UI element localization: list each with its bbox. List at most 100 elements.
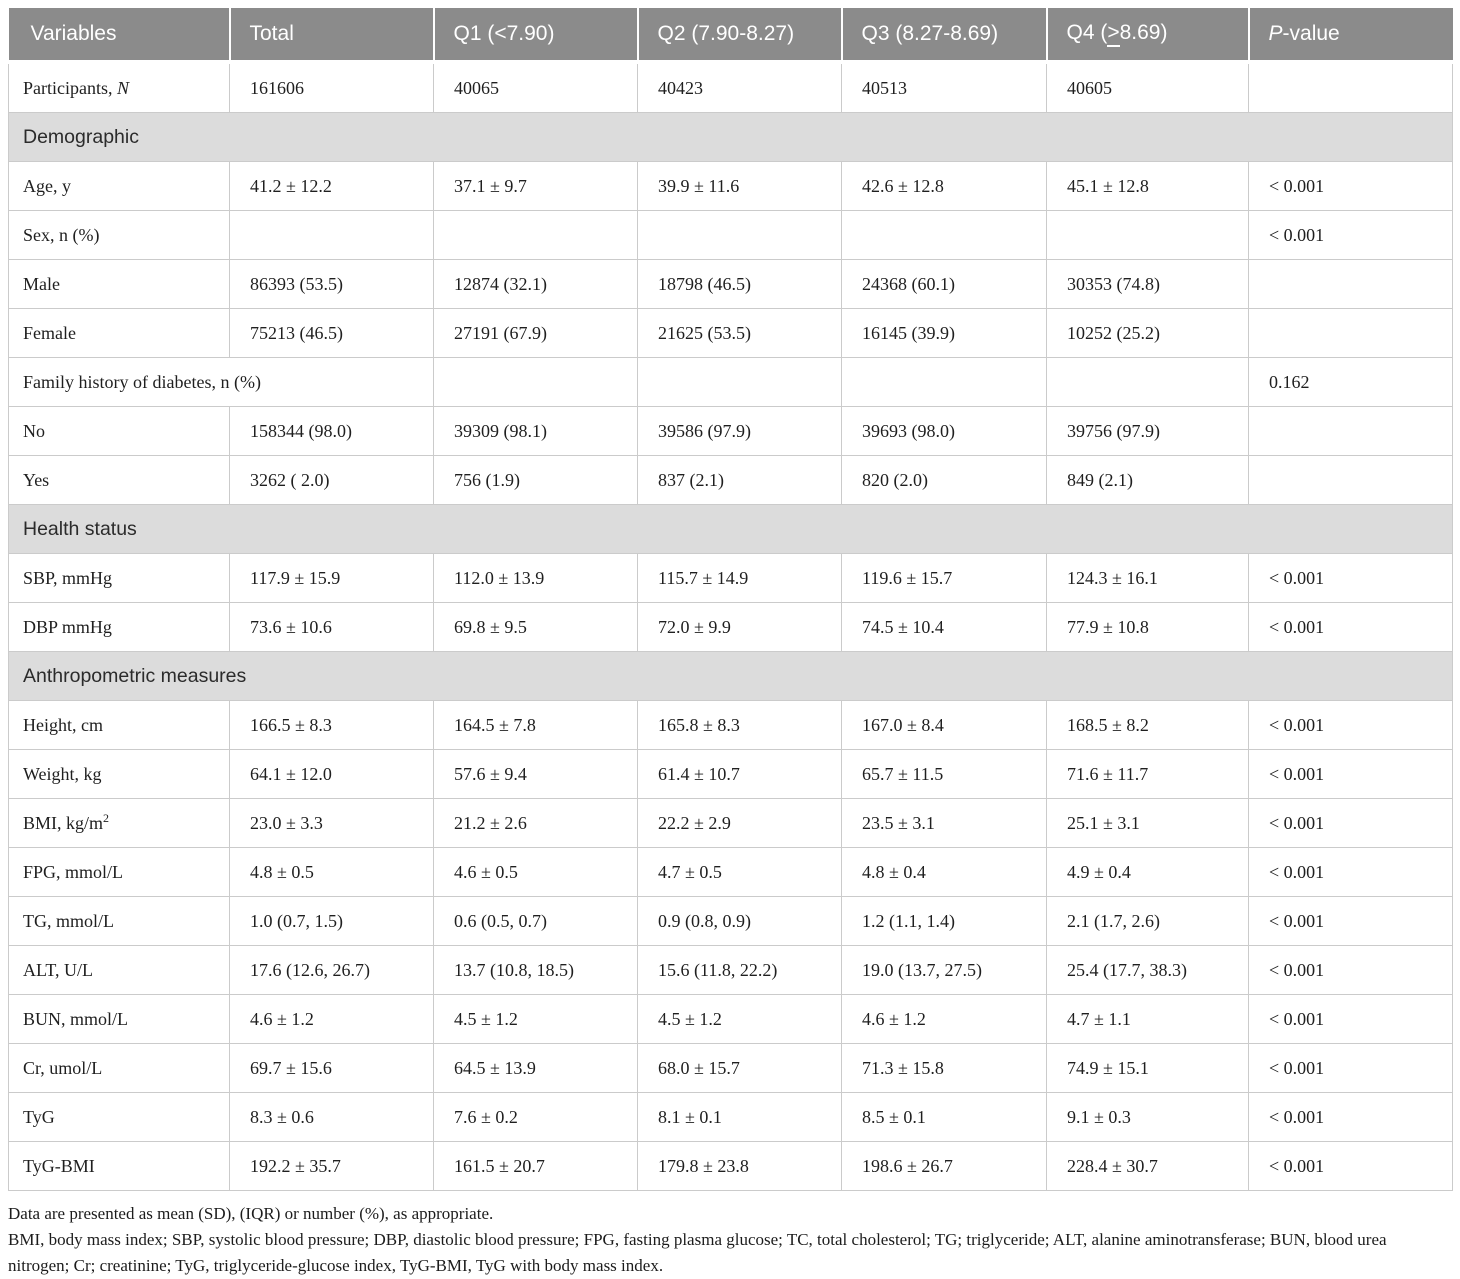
table-row: TyG 8.3 ± 0.6 7.6 ± 0.2 8.1 ± 0.1 8.5 ± 0.1 9… [8,1092,1453,1142]
value-cell: 74.9 ± 15.1 [1046,1043,1249,1093]
value-cell: 228.4 ± 30.7 [1046,1141,1249,1191]
value-cell: 8.1 ± 0.1 [637,1092,842,1142]
p-value-cell: < 0.001 [1248,1141,1453,1191]
column-header-q3-8-27-8-69: Q3 (8.27-8.69) [840,8,1047,64]
value-cell: 4.5 ± 1.2 [637,994,842,1044]
p-value-cell: < 0.001 [1248,210,1453,260]
value-cell: 71.6 ± 11.7 [1046,749,1249,799]
row-label: Yes [8,455,230,505]
value-cell: 161606 [229,61,434,113]
p-value-cell: < 0.001 [1248,945,1453,995]
value-cell: 4.6 ± 0.5 [433,847,638,897]
column-header-total: Total [228,8,434,64]
row-label: No [8,406,230,456]
column-header-p-value: P-value [1247,8,1453,64]
value-cell: 39.9 ± 11.6 [637,161,842,211]
value-cell: 30353 (74.8) [1046,259,1249,309]
table-row: Family history of diabetes, n (%) 0.162 [8,357,1453,407]
value-cell: 17.6 (12.6, 26.7) [229,945,434,995]
value-cell [1046,357,1249,407]
row-label: DBP mmHg [8,602,230,652]
section-label: Demographic [8,112,1453,162]
value-cell: 42.6 ± 12.8 [841,161,1047,211]
value-cell: 1.0 (0.7, 1.5) [229,896,434,946]
table-row: No 158344 (98.0) 39309 (98.1) 39586 (97.9) 3… [8,406,1453,456]
greater-equal-glyph: > [1107,22,1120,47]
section-row: Demographic [8,112,1453,162]
value-cell: 4.8 ± 0.4 [841,847,1047,897]
value-cell: 86393 (53.5) [229,259,434,309]
p-value-cell: < 0.001 [1248,700,1453,750]
table-row: SBP, mmHg 117.9 ± 15.9 112.0 ± 13.9 115.7 ±… [8,553,1453,603]
column-header-variables: Variables [8,8,230,64]
section-row: Anthropometric measures [8,651,1453,701]
value-cell: 4.9 ± 0.4 [1046,847,1249,897]
value-cell: 2.1 (1.7, 2.6) [1046,896,1249,946]
value-cell: 166.5 ± 8.3 [229,700,434,750]
row-label: FPG, mmol/L [8,847,230,897]
table-row: Cr, umol/L 69.7 ± 15.6 64.5 ± 13.9 68.0 ± 1… [8,1043,1453,1093]
value-cell: 117.9 ± 15.9 [229,553,434,603]
footnote-abbreviations: BMI, body mass index; SBP, systolic bloo… [8,1230,1387,1275]
table-row: BUN, mmol/L 4.6 ± 1.2 4.5 ± 1.2 4.5 ± 1.2 4.… [8,994,1453,1044]
value-cell: 40065 [433,61,638,113]
table-row: Female 75213 (46.5) 27191 (67.9) 21625 (53.… [8,308,1453,358]
value-cell [637,357,842,407]
value-cell [1046,210,1249,260]
p-value-cell: < 0.001 [1248,994,1453,1044]
section-label: Anthropometric measures [8,651,1453,701]
row-label: Male [8,259,230,309]
p-value-cell [1248,406,1453,456]
value-cell: 40605 [1046,61,1249,113]
p-value-cell: < 0.001 [1248,161,1453,211]
p-value-cell [1248,61,1453,113]
value-cell: 4.6 ± 1.2 [229,994,434,1044]
value-cell: 37.1 ± 9.7 [433,161,638,211]
value-cell: 13.7 (10.8, 18.5) [433,945,638,995]
row-label: TG, mmol/L [8,896,230,946]
value-cell: 24368 (60.1) [841,259,1047,309]
value-cell: 4.5 ± 1.2 [433,994,638,1044]
row-label: BMI, kg/m2 [8,798,230,848]
value-cell: 15.6 (11.8, 22.2) [637,945,842,995]
value-cell: 45.1 ± 12.8 [1046,161,1249,211]
value-cell: 1.2 (1.1, 1.4) [841,896,1047,946]
baseline-characteristics-table: Variables Total Q1 (<7.90) Q2 (7.90-8.27) Q3… [8,8,1453,1191]
row-label: BUN, mmol/L [8,994,230,1044]
table-row: Yes 3262 ( 2.0) 756 (1.9) 837 (2.1) 820 (2.0… [8,455,1453,505]
table-row: FPG, mmol/L 4.8 ± 0.5 4.6 ± 0.5 4.7 ± 0.5 4.… [8,847,1453,897]
p-value-cell: < 0.001 [1248,749,1453,799]
table-row: Sex, n (%) < 0.001 [8,210,1453,260]
value-cell: 12874 (32.1) [433,259,638,309]
value-cell [841,357,1047,407]
value-cell: 112.0 ± 13.9 [433,553,638,603]
p-value-cell: < 0.001 [1248,1043,1453,1093]
table-row: Participants, N 161606 40065 40423 40513 4060… [8,61,1453,113]
value-cell: 77.9 ± 10.8 [1046,602,1249,652]
value-cell: 8.3 ± 0.6 [229,1092,434,1142]
value-cell: 61.4 ± 10.7 [637,749,842,799]
value-cell: 40423 [637,61,842,113]
value-cell: 756 (1.9) [433,455,638,505]
value-cell: 8.5 ± 0.1 [841,1092,1047,1142]
value-cell: 41.2 ± 12.2 [229,161,434,211]
value-cell: 64.1 ± 12.0 [229,749,434,799]
value-cell [637,210,842,260]
p-value-cell: < 0.001 [1248,602,1453,652]
value-cell: 3262 ( 2.0) [229,455,434,505]
value-cell: 39309 (98.1) [433,406,638,456]
row-label: SBP, mmHg [8,553,230,603]
value-cell: 161.5 ± 20.7 [433,1141,638,1191]
value-cell: 23.0 ± 3.3 [229,798,434,848]
value-cell: 115.7 ± 14.9 [637,553,842,603]
row-label: Cr, umol/L [8,1043,230,1093]
value-cell: 19.0 (13.7, 27.5) [841,945,1047,995]
value-cell: 69.7 ± 15.6 [229,1043,434,1093]
p-value-cell: < 0.001 [1248,798,1453,848]
row-label: TyG-BMI [8,1141,230,1191]
table-row: Male 86393 (53.5) 12874 (32.1) 18798 (46.5)… [8,259,1453,309]
row-label: Weight, kg [8,749,230,799]
table-row: Age, y 41.2 ± 12.2 37.1 ± 9.7 39.9 ± 11.6 42… [8,161,1453,211]
value-cell: 9.1 ± 0.3 [1046,1092,1249,1142]
value-cell: 124.3 ± 16.1 [1046,553,1249,603]
